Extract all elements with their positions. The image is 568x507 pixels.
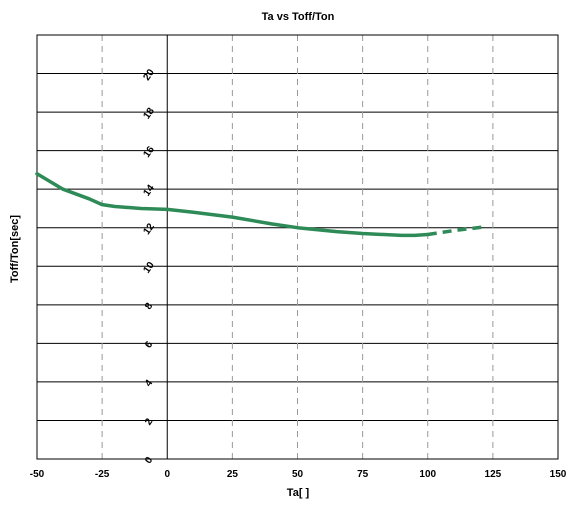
series-line-2	[427, 225, 486, 237]
y-tick-label: 4	[143, 378, 155, 389]
y-tick-label: 0	[143, 455, 155, 466]
x-tick-label: 75	[357, 469, 369, 480]
x-tick-label: 0	[164, 469, 170, 480]
y-axis-ticks: 0 2 4 6 8 10 12 14 16 18 20	[142, 67, 158, 466]
grid	[37, 35, 558, 459]
y-tick-label: 10	[142, 260, 158, 276]
x-tick-label: 50	[292, 469, 304, 480]
x-tick-label: 150	[550, 469, 567, 480]
x-axis-label: Ta[ ]	[287, 487, 310, 499]
x-axis-ticks: -50 -25 0 25 50 75 100 125 150	[30, 469, 567, 480]
series-layer	[35, 172, 486, 238]
x-tick-label: -50	[30, 469, 45, 480]
series-line-1	[35, 172, 430, 238]
x-tick-label: -25	[95, 469, 110, 480]
y-axis-label: Toff/Ton[sec]	[9, 215, 21, 283]
x-tick-label: 100	[419, 469, 436, 480]
y-tick-label: 6	[143, 339, 155, 350]
y-tick-label: 12	[142, 221, 158, 237]
chart-title: Ta vs Toff/Ton	[262, 11, 335, 23]
y-tick-label: 18	[142, 106, 158, 122]
plot-area	[36, 34, 559, 460]
y-tick-label: 14	[142, 183, 158, 199]
y-tick-label: 8	[143, 301, 155, 312]
y-tick-label: 20	[142, 67, 158, 83]
y-tick-label: 16	[142, 144, 158, 160]
y-tick-label: 2	[143, 416, 155, 427]
x-tick-label: 25	[227, 469, 239, 480]
x-tick-label: 125	[485, 469, 502, 480]
